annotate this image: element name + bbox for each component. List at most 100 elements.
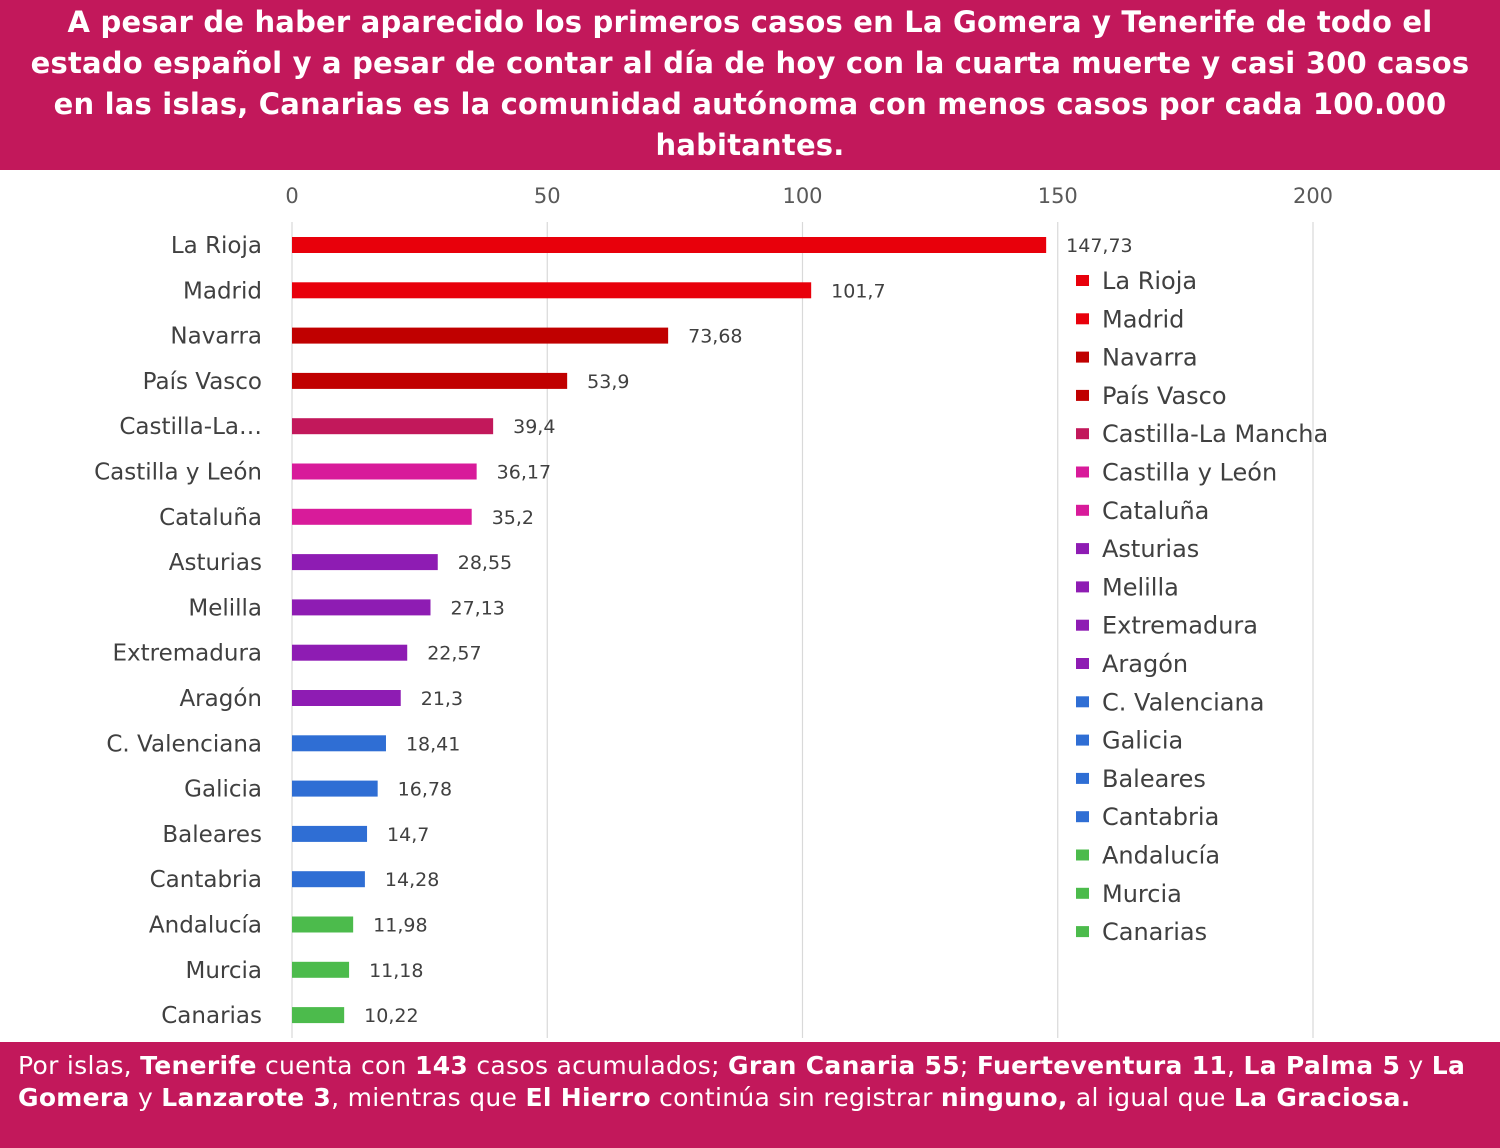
category-label: Canarias <box>161 1003 262 1029</box>
data-label: 10,22 <box>364 1005 418 1027</box>
footer-text-part: cuenta con <box>256 1051 416 1080</box>
legend-label: Castilla y León <box>1102 459 1277 487</box>
category-label: Murcia <box>185 958 262 984</box>
legend-label: Madrid <box>1102 305 1184 333</box>
footer-text-part: y <box>129 1083 162 1112</box>
bar <box>292 690 401 706</box>
footer-text-part: , <box>1227 1051 1244 1080</box>
footer-text-part: La Graciosa. <box>1233 1083 1411 1112</box>
footer-text-part: Tenerife <box>140 1051 257 1080</box>
category-label: C. Valenciana <box>106 731 262 757</box>
bar <box>292 237 1047 253</box>
legend-swatch <box>1076 696 1089 708</box>
footer-text-part: casos acumulados; <box>468 1051 729 1080</box>
footer-text-part: Lanzarote 3 <box>161 1083 332 1112</box>
footer-text-part: , mientras que <box>331 1083 526 1112</box>
data-label: 11,98 <box>373 915 427 937</box>
gridlines <box>291 222 1314 1038</box>
legend: La Rioja Madrid Navarra País Vasco Castilla-… <box>1076 267 1328 946</box>
data-label: 35,2 <box>492 507 534 529</box>
legend-label: Cantabria <box>1102 803 1219 831</box>
legend-label: Castilla-La Mancha <box>1102 420 1328 448</box>
footer-note: Por islas, Tenerife cuenta con 143 casos… <box>18 1050 1482 1114</box>
data-label: 39,4 <box>513 416 555 438</box>
x-tick-label: 0 <box>285 184 298 208</box>
category-label: Extremadura <box>113 641 263 667</box>
category-label: Baleares <box>162 822 262 848</box>
legend-swatch <box>1076 849 1089 861</box>
bar <box>292 372 568 389</box>
data-label: 18,41 <box>406 733 460 755</box>
legend-label: Asturias <box>1102 535 1199 563</box>
legend-swatch <box>1076 926 1089 938</box>
bar <box>292 780 378 797</box>
x-tick-label: 200 <box>1293 184 1333 208</box>
category-label: Asturias <box>169 550 262 576</box>
bar <box>292 961 350 978</box>
footer-text-part: y <box>1400 1051 1432 1080</box>
data-label: 22,57 <box>427 643 481 665</box>
legend-label: Melilla <box>1102 573 1179 601</box>
legend-swatch <box>1076 772 1089 784</box>
category-label: Melilla <box>188 595 262 621</box>
legend-swatch <box>1076 428 1089 440</box>
bars <box>292 237 1047 1024</box>
legend-swatch <box>1076 581 1089 593</box>
value-labels: 147,73 101,7 73,68 53,9 39,4 36,17 35,2 28,55 27… <box>364 235 1132 1027</box>
legend-swatch <box>1076 734 1089 746</box>
legend-label: Canarias <box>1102 918 1207 946</box>
legend-label: País Vasco <box>1102 382 1227 410</box>
data-label: 21,3 <box>421 688 463 710</box>
header-banner: A pesar de haber aparecido los primeros … <box>0 0 1500 170</box>
footer-text-part: al igual que <box>1067 1083 1234 1112</box>
data-label: 11,18 <box>369 960 423 982</box>
bar <box>292 599 431 616</box>
category-label: Navarra <box>170 324 262 350</box>
data-label: 28,55 <box>458 552 512 574</box>
legend-swatch <box>1076 887 1089 899</box>
category-label: Castilla y León <box>94 460 262 486</box>
footer-text-part: ; <box>959 1051 977 1080</box>
bar <box>292 1007 345 1024</box>
x-tick-label: 100 <box>782 184 822 208</box>
category-label: Andalucía <box>149 913 262 939</box>
legend-swatch <box>1076 543 1089 555</box>
x-axis-ticks: 0 50 100 150 200 <box>285 184 1333 208</box>
legend-swatch <box>1076 389 1089 401</box>
data-label: 101,7 <box>831 280 885 302</box>
legend-label: Baleares <box>1102 765 1206 793</box>
legend-label: Aragón <box>1102 650 1188 678</box>
footer-text-part: La Palma 5 <box>1243 1051 1401 1080</box>
footer-text-part: Fuerteventura 11 <box>976 1051 1228 1080</box>
category-label: País Vasco <box>143 369 262 395</box>
bar <box>292 418 494 435</box>
footer-text-part: Por islas, <box>18 1051 141 1080</box>
headline: A pesar de haber aparecido los primeros … <box>30 5 1470 162</box>
footer-text-part: La Gomera <box>18 1051 1466 1112</box>
footer-text-part: El Hierro <box>525 1083 651 1112</box>
bar <box>292 644 408 661</box>
footer-text-part: Gran Canaria 55 <box>728 1051 960 1080</box>
data-label: 73,68 <box>688 326 742 348</box>
x-tick-label: 50 <box>534 184 561 208</box>
category-label: Madrid <box>183 278 262 304</box>
category-label: Aragón <box>179 686 262 712</box>
legend-label: Murcia <box>1102 880 1182 908</box>
bar <box>292 916 354 933</box>
category-label: Galicia <box>184 777 262 803</box>
footer-text-part: ninguno, <box>940 1083 1068 1112</box>
category-labels: La Rioja Madrid Navarra País Vasco Castilla-… <box>94 233 262 1029</box>
data-label: 27,13 <box>450 597 504 619</box>
legend-swatch <box>1076 466 1089 478</box>
data-label: 147,73 <box>1066 235 1132 257</box>
category-label: La Rioja <box>171 233 262 259</box>
footer-text-part: continúa sin registrar <box>650 1083 941 1112</box>
legend-label: La Rioja <box>1102 267 1197 295</box>
bar <box>292 508 472 525</box>
bar <box>292 871 365 888</box>
category-label: Cataluña <box>159 505 262 531</box>
legend-swatch <box>1076 811 1089 823</box>
data-label: 53,9 <box>587 371 629 393</box>
bar <box>292 825 368 842</box>
data-label: 36,17 <box>497 462 551 484</box>
